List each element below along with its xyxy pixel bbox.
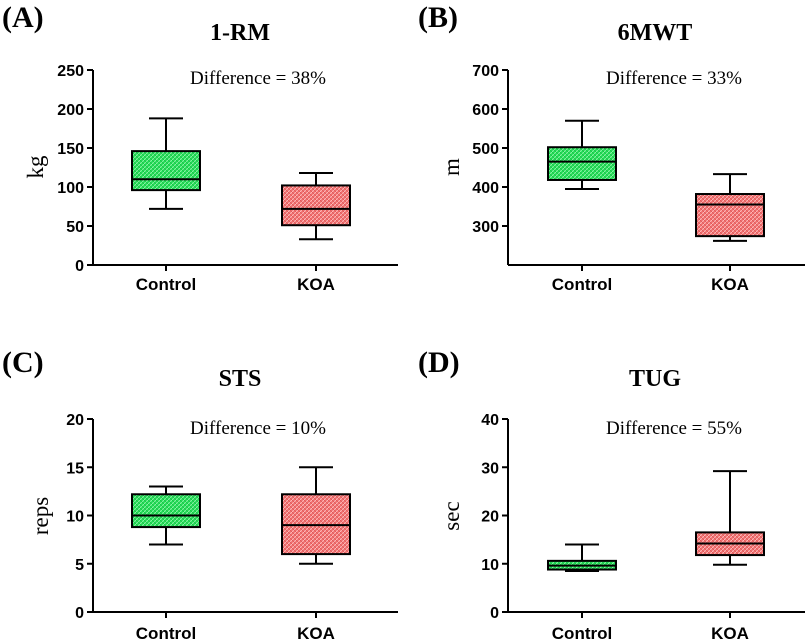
panel-b: (B) 6MWT Difference = 33% m 300 400 500 600… xyxy=(418,1,805,294)
panel-d: (D) TUG Difference = 55% sec 0 10 20 30 40 C… xyxy=(418,346,805,643)
iqr-box xyxy=(695,193,765,238)
y-tick-label: 700 xyxy=(472,63,499,80)
panel-letter: (B) xyxy=(418,1,458,34)
chart-title: TUG xyxy=(629,366,681,392)
y-tick-label: 20 xyxy=(481,509,499,526)
y-tick-label: 250 xyxy=(57,63,84,80)
y-tick-label: 10 xyxy=(481,557,499,574)
y-tick-label: 30 xyxy=(481,460,499,477)
y-tick-label: 300 xyxy=(472,219,499,236)
panel-letter: (D) xyxy=(418,346,460,379)
box-control xyxy=(131,117,201,210)
y-tick-label: 200 xyxy=(57,102,84,119)
iqr-box xyxy=(131,493,201,529)
y-tick-label: 5 xyxy=(75,557,84,574)
x-tick-label-control: Control xyxy=(136,624,196,643)
panel-letter: (C) xyxy=(2,346,44,379)
y-tick-label: 500 xyxy=(472,141,499,158)
x-tick-label-control: Control xyxy=(552,624,612,643)
difference-annotation: Difference = 38% xyxy=(190,68,326,89)
difference-annotation: Difference = 33% xyxy=(606,68,742,89)
iqr-box xyxy=(547,146,617,181)
panel-a: (A) 1-RM Difference = 38% kg 0 50 100 150 20… xyxy=(2,1,398,294)
box-control xyxy=(131,485,201,546)
box-koa xyxy=(281,171,351,241)
y-tick-label: 0 xyxy=(75,605,84,622)
box-control xyxy=(547,543,617,572)
y-axis-label: m xyxy=(439,158,464,176)
box-control xyxy=(547,119,617,190)
y-tick-label: 100 xyxy=(57,180,84,197)
chart-title: STS xyxy=(219,366,262,392)
y-tick-label: 20 xyxy=(66,412,84,429)
x-tick-label-koa: KOA xyxy=(297,624,335,643)
box-koa xyxy=(281,466,351,565)
x-tick-label-control: Control xyxy=(136,275,196,294)
x-tick-label-koa: KOA xyxy=(711,275,749,294)
plot-area: 0 10 20 30 40 xyxy=(481,412,805,622)
y-tick-label: 50 xyxy=(66,219,84,236)
panel-c: (C) STS Difference = 10% reps 0 5 10 15 20 C… xyxy=(2,346,398,643)
plot-area: 0 5 10 15 20 xyxy=(66,412,398,622)
panel-letter: (A) xyxy=(2,1,44,34)
y-tick-label: 150 xyxy=(57,141,84,158)
y-tick-label: 400 xyxy=(472,180,499,197)
y-tick-label: 15 xyxy=(66,460,84,477)
y-axis-label: reps xyxy=(28,497,53,535)
y-axis-label: sec xyxy=(439,501,464,530)
difference-annotation: Difference = 55% xyxy=(606,418,742,439)
x-tick-label-koa: KOA xyxy=(297,275,335,294)
difference-annotation: Difference = 10% xyxy=(190,418,326,439)
y-tick-label: 0 xyxy=(490,605,499,622)
chart-title: 6MWT xyxy=(618,20,693,46)
plot-area: 0 50 100 150 200 250 xyxy=(57,63,398,275)
plot-area: 300 400 500 600 700 xyxy=(472,63,805,271)
y-tick-label: 600 xyxy=(472,102,499,119)
iqr-box xyxy=(281,184,351,227)
iqr-box xyxy=(131,150,201,192)
y-tick-label: 0 xyxy=(75,258,84,275)
x-tick-label-koa: KOA xyxy=(711,624,749,643)
box-koa xyxy=(695,470,765,566)
y-axis-label: kg xyxy=(23,155,48,179)
box-koa xyxy=(695,173,765,242)
chart-title: 1-RM xyxy=(210,20,270,46)
y-tick-label: 40 xyxy=(481,412,499,429)
x-tick-label-control: Control xyxy=(552,275,612,294)
y-tick-label: 10 xyxy=(66,509,84,526)
